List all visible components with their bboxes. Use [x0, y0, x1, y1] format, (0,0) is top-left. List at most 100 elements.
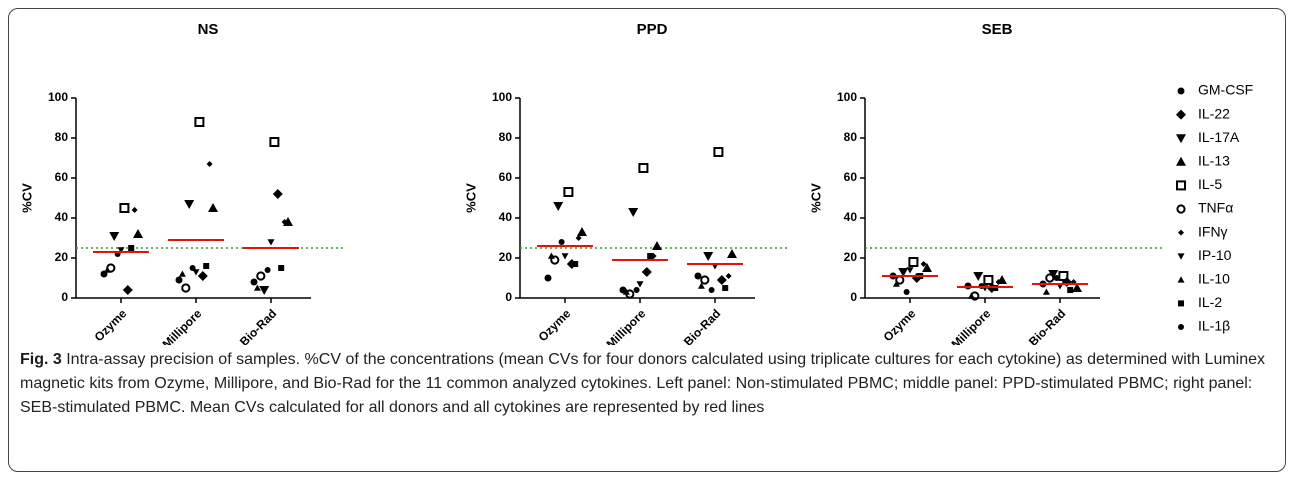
legend-label: IL-5 — [1198, 176, 1222, 192]
point — [983, 275, 994, 285]
point — [647, 253, 654, 259]
point — [898, 268, 909, 277]
legend-marker — [1176, 180, 1186, 191]
x-tick-label: Ozyme — [536, 306, 574, 344]
chart: NS %CV 0 20 40 60 80 100 Ozyme Millipore Bio-Rad PP… — [19, 21, 1253, 345]
y-tick-label: 80 — [499, 130, 513, 144]
point — [708, 287, 715, 293]
point — [967, 292, 975, 299]
legend-label: IL-22 — [1198, 105, 1230, 121]
point — [575, 235, 582, 241]
point — [253, 284, 261, 291]
point — [1072, 283, 1082, 292]
y-tick-label: 0 — [61, 290, 68, 304]
point — [133, 229, 143, 238]
legend-label: IL-17A — [1198, 129, 1240, 145]
point — [197, 271, 208, 281]
point — [995, 279, 1002, 285]
y-tick-label: 100 — [837, 90, 857, 104]
legend-label: IL-2 — [1198, 294, 1222, 310]
y-tick-label: 100 — [492, 90, 512, 104]
point — [109, 232, 120, 241]
point — [572, 261, 579, 267]
point — [713, 147, 724, 157]
legend-label: IL-10 — [1198, 271, 1230, 287]
legend-label: GM-CSF — [1198, 82, 1253, 98]
y-tick-label: 60 — [844, 170, 858, 184]
legend-marker — [1176, 134, 1186, 144]
point — [973, 272, 984, 281]
legend-label: TNFα — [1198, 200, 1233, 216]
point — [553, 202, 564, 211]
legend-label: IL-1β — [1198, 318, 1230, 334]
y-tick-label: 100 — [48, 90, 68, 104]
point — [638, 163, 649, 173]
point — [628, 208, 639, 217]
point — [181, 283, 191, 293]
point — [544, 274, 552, 282]
point — [922, 263, 932, 272]
point — [175, 276, 183, 284]
point — [725, 273, 732, 279]
caption: Fig. 3 Intra-assay precision of samples.… — [20, 348, 1276, 420]
x-tick-label: Bio-Rad — [1026, 306, 1068, 345]
x-tick-label: Bio-Rad — [681, 306, 723, 345]
x-tick-label: Bio-Rad — [237, 306, 279, 345]
point — [636, 281, 644, 288]
point — [550, 255, 560, 265]
legend-marker — [1176, 204, 1186, 214]
legend-marker — [1177, 87, 1185, 95]
point — [256, 271, 266, 281]
point — [184, 200, 195, 209]
point — [563, 187, 574, 197]
point — [697, 282, 705, 289]
point — [903, 289, 910, 295]
point — [178, 270, 186, 277]
x-tick-label: Millipore — [160, 306, 205, 345]
point — [206, 161, 213, 167]
y-tick-label: 40 — [499, 210, 513, 224]
x-tick-label: Ozyme — [881, 306, 919, 344]
point — [1067, 287, 1074, 293]
y-tick-label: 80 — [55, 130, 69, 144]
legend-marker — [1178, 300, 1184, 307]
point — [558, 239, 565, 245]
point — [131, 207, 138, 213]
point — [920, 261, 927, 267]
point — [194, 117, 205, 127]
y-tick-label: 80 — [844, 130, 858, 144]
point — [892, 280, 900, 287]
point — [1042, 288, 1050, 295]
legend-marker — [1177, 276, 1185, 283]
point — [264, 267, 271, 273]
legend-marker — [1176, 156, 1186, 166]
point — [1048, 270, 1059, 279]
legend-marker — [1178, 324, 1184, 330]
point — [908, 257, 919, 267]
y-axis-label: %CV — [463, 183, 478, 213]
point — [267, 239, 275, 246]
y-tick-label: 60 — [55, 170, 69, 184]
caption-label: Fig. 3 — [20, 351, 62, 368]
point — [192, 269, 200, 276]
point — [716, 275, 727, 285]
y-axis-label: %CV — [808, 183, 823, 213]
point — [561, 253, 569, 260]
panel-title: PPD — [637, 21, 668, 38]
y-tick-label: 20 — [844, 250, 858, 264]
point — [633, 287, 640, 293]
y-tick-label: 40 — [55, 210, 69, 224]
point — [906, 267, 914, 274]
legend-marker — [1176, 109, 1186, 120]
point — [622, 288, 630, 295]
point — [703, 252, 714, 261]
point — [700, 275, 710, 285]
y-tick-label: 60 — [499, 170, 513, 184]
figure-frame — [8, 8, 1286, 472]
legend-marker — [1178, 229, 1184, 236]
point — [577, 227, 587, 236]
point — [278, 265, 285, 271]
point — [122, 285, 133, 295]
y-tick-label: 20 — [499, 250, 513, 264]
